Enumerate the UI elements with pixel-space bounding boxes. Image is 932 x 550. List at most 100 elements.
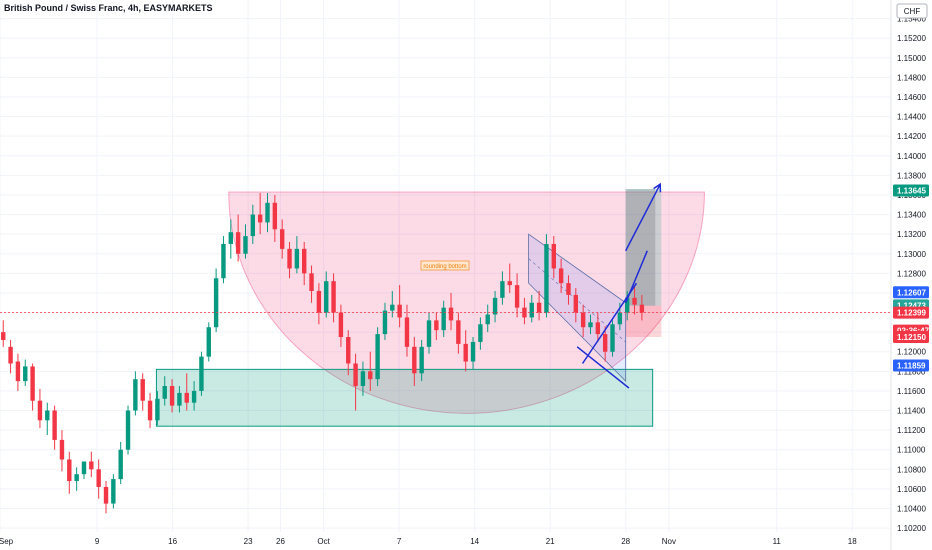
x-tick-label: 14 (470, 537, 479, 546)
candle-body (103, 486, 109, 504)
candle-body (580, 312, 586, 328)
candle-body (478, 324, 483, 342)
candle-body (382, 310, 388, 335)
candle-body (588, 322, 593, 328)
candle-body (213, 278, 219, 328)
candle-body (316, 290, 322, 313)
candle-body (279, 229, 285, 249)
y-tick-label: 1.11200 (897, 426, 926, 435)
candle-body (529, 302, 534, 318)
y-tick-label: 1.14800 (897, 73, 926, 82)
candle-body (257, 214, 263, 223)
trend-overlays (0, 182, 890, 389)
candle-body (595, 322, 601, 335)
candle-body (544, 243, 549, 313)
candle-body (492, 297, 498, 315)
price-label-text: 1.12473 (897, 301, 926, 310)
currency-box[interactable] (896, 3, 928, 19)
support-zone (155, 368, 654, 427)
candle-body (81, 461, 87, 475)
candle-body (23, 366, 28, 382)
candle-body (243, 236, 248, 254)
candle-body (434, 320, 439, 331)
candle-body (470, 341, 476, 362)
candle-body (536, 302, 542, 313)
y-tick-label: 1.10400 (897, 504, 926, 513)
x-tick-label: 11 (773, 537, 782, 546)
candle-body (111, 479, 116, 504)
projection-arrow (625, 183, 661, 252)
price-label-text: 1.12150 (897, 333, 926, 342)
candle-body (118, 449, 123, 480)
candle-body (397, 304, 402, 318)
price-label-text: 1.12399 (897, 309, 926, 318)
x-tick-label: 26 (276, 537, 285, 546)
candle-body (426, 320, 432, 347)
annotation-label: rounding bottom (423, 264, 466, 270)
candle-body (169, 386, 175, 406)
y-tick-label: 1.12800 (897, 269, 926, 278)
y-tick-label: 1.15000 (897, 54, 926, 63)
y-tick-label: 1.10800 (897, 465, 926, 474)
candle-body (272, 202, 278, 230)
arrow-head (653, 182, 662, 193)
x-tick-label: Oct (317, 537, 330, 546)
candle-body (514, 285, 520, 308)
candle-body (456, 320, 461, 344)
candle-body (221, 243, 226, 279)
candle-body (338, 312, 344, 338)
candle-body (404, 317, 410, 347)
target-profit-zone (625, 189, 662, 306)
y-tick-label: 1.10200 (897, 524, 926, 533)
candle-body (250, 214, 256, 237)
target-projection (625, 189, 656, 306)
time-axis[interactable]: Sep 9 16 23 26 Oct 7 14 21 28 Nov 11 18 (0, 537, 857, 546)
trend-line (576, 346, 630, 389)
y-tick-label: 1.13200 (897, 230, 926, 239)
y-tick-label: 1.15200 (897, 34, 926, 43)
candle-body (184, 392, 189, 403)
x-tick-label: 18 (848, 537, 857, 546)
y-tick-label: 1.11800 (897, 367, 926, 376)
x-tick-label: 16 (168, 537, 177, 546)
candle-body (191, 390, 197, 403)
candle-body (558, 268, 564, 284)
candle-body (375, 334, 380, 380)
candle-body (324, 281, 329, 313)
price-label-badge (893, 359, 929, 372)
x-tick-label: 9 (95, 537, 100, 546)
candle-body (59, 439, 65, 460)
candle-body (500, 281, 505, 298)
candle-body (45, 410, 50, 421)
candle-body (353, 363, 358, 387)
candle-body (419, 346, 424, 374)
candle-body (309, 273, 314, 291)
candle-body (485, 314, 490, 325)
price-label-badge (893, 306, 929, 319)
x-tick-label: 21 (546, 537, 555, 546)
candle-body (206, 327, 211, 357)
candles (1, 193, 645, 514)
candle-body (74, 474, 79, 482)
x-tick-label: 7 (397, 537, 402, 546)
candle-body (632, 297, 637, 305)
candle-body (448, 307, 454, 321)
candle-body (507, 281, 512, 286)
y-tick-label: 1.15400 (897, 15, 926, 24)
x-tick-label: 23 (244, 537, 253, 546)
annotation-box (420, 260, 470, 271)
currency-label: CHF (904, 7, 921, 16)
candle-body (294, 248, 300, 269)
x-tick-label: Nov (662, 537, 676, 546)
price-label-text: 1.12607 (897, 288, 926, 297)
candle-body (617, 312, 623, 325)
candle-body (573, 294, 579, 313)
candle-body (133, 379, 138, 411)
candle-body (566, 283, 571, 295)
candle-body (302, 248, 307, 274)
price-label-badge (893, 184, 929, 197)
y-tick-label: 1.14400 (897, 113, 926, 122)
y-tick-label: 1.14200 (897, 132, 926, 141)
candle-body (228, 232, 234, 244)
